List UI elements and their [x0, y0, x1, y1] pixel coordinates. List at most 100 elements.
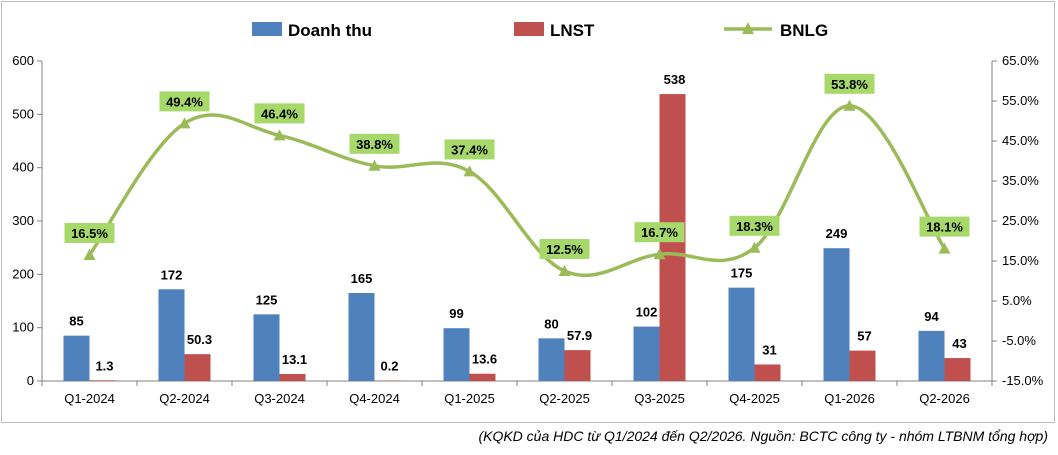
- line-point-bnlg: [653, 248, 666, 260]
- y-left-tick-label: 100: [12, 320, 34, 335]
- bar-doanh-thu: [918, 330, 945, 381]
- line-data-label: 16.5%: [71, 226, 108, 241]
- point-label-bg: [634, 222, 685, 243]
- y-right-tick-label: 45.0%: [1002, 133, 1039, 148]
- line-data-label: 37.4%: [451, 142, 488, 157]
- y-right-tick-label: -15.0%: [1002, 373, 1044, 388]
- bar-data-label: 31: [762, 342, 776, 357]
- bar-data-label: 13.1: [282, 352, 307, 367]
- x-tick-label: Q2-2025: [539, 391, 590, 406]
- line-data-label: 53.8%: [831, 77, 868, 92]
- line-point-bnlg: [83, 249, 96, 260]
- bar-data-label: 85: [69, 314, 83, 329]
- point-label-bg: [444, 139, 495, 160]
- bar-lnst: [849, 350, 876, 381]
- point-label-bg: [824, 73, 875, 94]
- bar-data-label: 80: [544, 316, 558, 331]
- y-right-tick-label: 35.0%: [1002, 173, 1039, 188]
- bar-doanh-thu: [443, 328, 470, 381]
- bar-lnst: [469, 373, 496, 381]
- bar-doanh-thu: [158, 289, 185, 381]
- legend-bnlg-marker: [742, 22, 754, 34]
- line-point-bnlg: [748, 241, 761, 253]
- point-label-bg: [64, 223, 115, 243]
- bar-doanh-thu: [63, 335, 90, 381]
- x-tick-label: Q1-2024: [64, 391, 115, 406]
- bar-lnst: [279, 374, 306, 381]
- source-note: (KQKD của HDC từ Q1/2024 đến Q2/2026. Ng…: [478, 428, 1048, 444]
- y-left-tick-label: 500: [12, 106, 34, 121]
- bar-lnst: [754, 364, 781, 381]
- bar-data-label: 165: [351, 271, 373, 286]
- line-point-bnlg: [368, 159, 381, 171]
- line-data-label: 18.3%: [736, 219, 773, 234]
- line-bnlg: [88, 104, 946, 278]
- bar-data-label: 0.2: [380, 359, 398, 374]
- line-point-bnlg: [843, 99, 856, 111]
- bar-lnst: [184, 354, 211, 381]
- y-left-tick-label: 200: [12, 266, 34, 281]
- bar-data-label: 172: [161, 267, 183, 282]
- line-data-label: 49.4%: [166, 94, 203, 109]
- bar-data-label: 249: [826, 226, 848, 241]
- bar-doanh-thu: [538, 338, 565, 381]
- bar-lnst: [89, 380, 116, 381]
- legend-lnst-swatch: [514, 22, 544, 36]
- chart-frame: 0 100 200 300 400 500 600 -15.0% -5.0% 5.0% 15.0% 2…: [1, 1, 1055, 423]
- legend-bnlg-label: BNLG: [780, 21, 828, 40]
- line-data-label: 12.5%: [546, 242, 583, 257]
- bar-doanh-thu: [348, 293, 375, 381]
- bar-doanh-thu: [728, 287, 755, 381]
- line-data-label: 16.7%: [641, 225, 678, 240]
- line-data-label: 38.8%: [356, 137, 393, 152]
- bar-data-label: 57.9: [567, 328, 592, 343]
- line-data-label: 18.1%: [926, 220, 963, 235]
- line-point-bnlg: [273, 129, 286, 141]
- line-point-bnlg: [463, 165, 476, 177]
- bar-doanh-thu: [253, 314, 280, 381]
- y-left-tick-label: 300: [12, 213, 34, 228]
- point-label-bg: [349, 133, 400, 154]
- bar-data-label: 175: [731, 266, 753, 281]
- bar-data-label: 13.6: [472, 352, 497, 367]
- point-label-bg: [539, 239, 590, 259]
- bar-doanh-thu: [823, 248, 850, 381]
- x-tick-label: Q1-2026: [824, 391, 875, 406]
- point-label-bg: [159, 91, 210, 112]
- y-left-tick-label: 600: [12, 53, 34, 68]
- y-right-tick-label: 5.0%: [1002, 293, 1032, 308]
- x-tick-label: Q4-2024: [349, 391, 400, 406]
- x-tick-label: Q1-2025: [444, 391, 495, 406]
- line-point-bnlg: [558, 265, 571, 276]
- x-tick-label: Q2-2024: [159, 391, 210, 406]
- y-right-tick-label: -5.0%: [1002, 333, 1036, 348]
- bar-data-label: 43: [952, 336, 966, 351]
- y-left-tick-label: 400: [12, 160, 34, 175]
- y-right-tick-label: 65.0%: [1002, 53, 1039, 68]
- bar-data-label: 99: [449, 306, 463, 321]
- point-label-bg: [729, 215, 780, 236]
- bar-data-label: 538: [664, 72, 686, 87]
- bar-doanh-thu: [633, 326, 660, 381]
- y-right-tick-label: 25.0%: [1002, 213, 1039, 228]
- x-tick-label: Q3-2024: [254, 391, 305, 406]
- bar-lnst: [374, 380, 401, 381]
- line-point-bnlg: [938, 242, 951, 254]
- line-point-bnlg: [178, 117, 191, 129]
- y-right-tick-label: 15.0%: [1002, 253, 1039, 268]
- point-label-bg: [919, 216, 970, 237]
- x-tick-label: Q2-2026: [919, 391, 970, 406]
- x-tick-label: Q4-2025: [729, 391, 780, 406]
- bar-data-label: 50.3: [187, 332, 212, 347]
- bar-data-label: 125: [256, 292, 278, 307]
- bar-data-label: 1.3: [95, 358, 113, 373]
- legend-lnst-label: LNST: [550, 21, 595, 40]
- bar-data-label: 57: [857, 329, 871, 344]
- bar-data-label: 94: [924, 309, 939, 324]
- x-tick-label: Q3-2025: [634, 391, 685, 406]
- y-right-tick-label: 55.0%: [1002, 93, 1039, 108]
- bar-data-label: 102: [636, 305, 658, 320]
- point-label-bg: [254, 103, 305, 124]
- line-data-label: 46.4%: [261, 106, 298, 121]
- bar-lnst: [564, 350, 591, 381]
